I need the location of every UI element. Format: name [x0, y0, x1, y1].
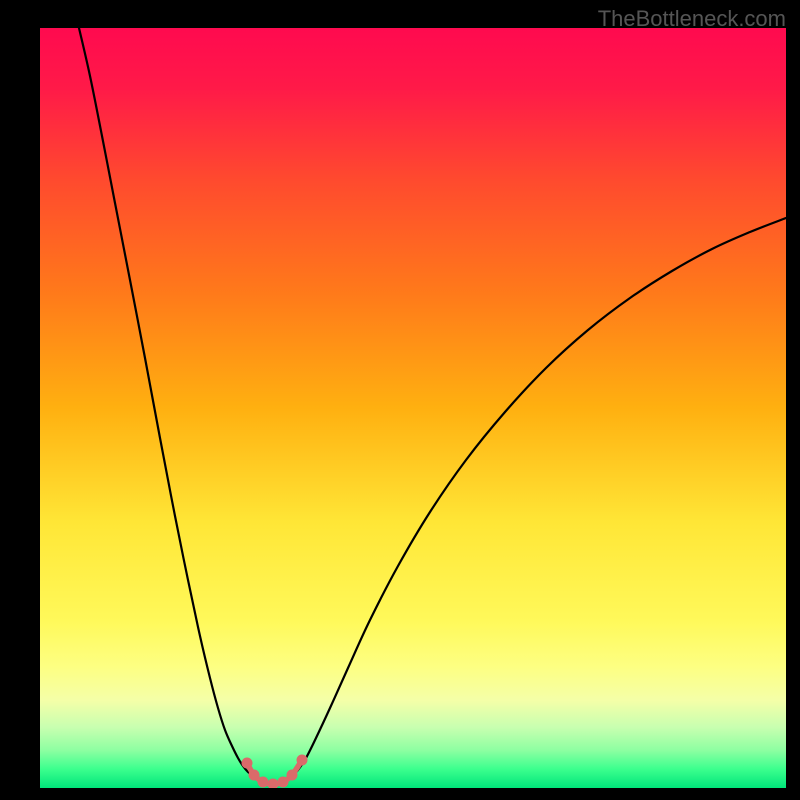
- left-curve: [79, 28, 253, 776]
- bottom-dot: [258, 777, 269, 788]
- bottom-dot: [287, 770, 298, 781]
- right-curve: [292, 218, 786, 776]
- bottom-dot: [278, 777, 289, 788]
- bottom-dot: [297, 755, 308, 766]
- chart-frame: TheBottleneck.com: [0, 0, 800, 800]
- plot-area: [40, 28, 786, 788]
- watermark-text: TheBottleneck.com: [598, 6, 786, 32]
- bottom-dot: [268, 779, 279, 789]
- bottom-dot: [242, 758, 253, 769]
- curves-layer: [40, 28, 786, 788]
- bottom-dot: [249, 770, 260, 781]
